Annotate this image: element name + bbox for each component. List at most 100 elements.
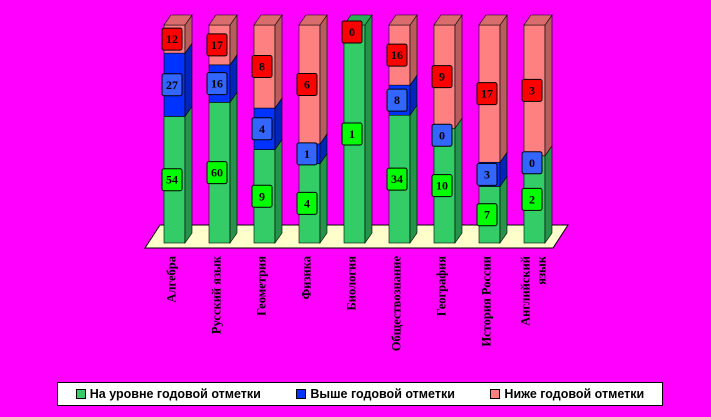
- data-label: 1: [341, 122, 363, 146]
- data-label-box: [431, 65, 453, 89]
- bar-segment-side: [274, 14, 283, 109]
- bar-top: [208, 14, 238, 26]
- data-label-box: [476, 162, 498, 186]
- data-label-text: 6: [304, 77, 310, 91]
- data-label: 8: [386, 88, 408, 112]
- bar-segment-side: [454, 117, 463, 244]
- data-label: 27: [161, 73, 183, 97]
- data-label-box: [296, 72, 318, 96]
- data-label-text: 0: [439, 128, 445, 142]
- data-label: 17: [476, 82, 498, 106]
- data-label: 7: [476, 203, 498, 227]
- legend-swatch-blue: [296, 389, 307, 399]
- data-label-text: 34: [391, 172, 403, 186]
- data-label-text: 27: [166, 78, 178, 92]
- data-label-box: [206, 33, 228, 57]
- bar-segment-side: [409, 14, 418, 87]
- bar-segment-side: [364, 14, 373, 244]
- data-label: 3: [521, 78, 543, 102]
- data-labels: 5427126016179484161003481610097317203: [161, 20, 543, 227]
- legend-item-below: Ниже годовой отметки: [490, 387, 644, 401]
- data-label-box: [431, 174, 453, 198]
- data-label-text: 17: [481, 87, 493, 101]
- data-label-box: [341, 122, 363, 146]
- data-label-text: 12: [166, 32, 178, 46]
- data-label-text: 54: [166, 173, 178, 187]
- data-label-box: [206, 72, 228, 96]
- bar-top: [433, 14, 463, 26]
- bar-top: [478, 14, 508, 26]
- bar-top: [388, 14, 418, 26]
- legend-label: Ниже годовой отметки: [504, 387, 645, 401]
- data-label-text: 16: [391, 48, 403, 62]
- data-label-text: 10: [436, 179, 448, 193]
- category-labels: Алгебра Русский язык Геометрия Физика Биолог…: [165, 255, 549, 351]
- data-label: 4: [251, 117, 273, 141]
- data-label-box: [161, 73, 183, 97]
- data-label-text: 2: [529, 192, 535, 206]
- category-label: Геометрия: [255, 256, 269, 316]
- data-label-box: [521, 151, 543, 175]
- data-label-box: [476, 203, 498, 227]
- data-label-text: 3: [484, 167, 490, 181]
- bars-layer: [163, 14, 553, 244]
- legend-label: На уровне годовой отметки: [89, 387, 261, 401]
- category-label: География: [435, 256, 449, 317]
- data-label: 2: [521, 187, 543, 211]
- bar-segment-side: [499, 14, 508, 164]
- legend-swatch-red: [490, 389, 501, 399]
- data-label: 9: [251, 184, 273, 208]
- category-label: Английский язык: [519, 255, 549, 326]
- data-label-box: [341, 20, 363, 44]
- data-label-text: 4: [304, 196, 310, 210]
- data-label-text: 7: [484, 208, 490, 222]
- bar-segment-side: [544, 14, 553, 157]
- data-label-box: [161, 27, 183, 51]
- data-label-box: [521, 187, 543, 211]
- legend-swatch-green: [75, 389, 86, 399]
- data-label-box: [206, 161, 228, 185]
- data-label: 16: [386, 43, 408, 67]
- bar-segment-side: [499, 175, 508, 244]
- data-label: 10: [431, 174, 453, 198]
- bar-segment-side: [409, 104, 418, 244]
- data-label: 1: [296, 142, 318, 166]
- data-label-text: 8: [259, 60, 265, 74]
- bar-segment-side: [454, 14, 463, 130]
- data-label-box: [386, 43, 408, 67]
- data-label-text: 4: [259, 122, 265, 136]
- legend-item-on-level: На уровне годовой отметки: [75, 387, 261, 401]
- bar-segment-side: [184, 42, 193, 118]
- legend-label: Выше годовой отметки: [310, 387, 455, 401]
- data-label-text: 16: [211, 77, 223, 91]
- data-label-box: [431, 123, 453, 147]
- legend-item-above: Выше годовой отметки: [296, 387, 455, 401]
- data-label: 0: [431, 123, 453, 147]
- category-label: Биология: [345, 256, 359, 311]
- bar-segment-side: [544, 144, 553, 244]
- data-label-text: 60: [211, 166, 223, 180]
- data-label: 54: [161, 168, 183, 192]
- bar-segment-side: [184, 105, 193, 244]
- data-label-text: 1: [304, 147, 310, 161]
- data-label-text: 3: [529, 83, 535, 97]
- data-label: 8: [251, 55, 273, 79]
- data-label: 34: [386, 167, 408, 191]
- data-label-text: 17: [211, 38, 223, 52]
- category-label: История России: [480, 256, 494, 347]
- data-label: 0: [341, 20, 363, 44]
- data-label-box: [521, 78, 543, 102]
- data-label: 0: [521, 151, 543, 175]
- data-label-text: 1: [349, 127, 355, 141]
- data-label: 12: [161, 27, 183, 51]
- bar-top: [163, 14, 193, 26]
- bar-segment-side: [274, 138, 283, 244]
- data-label: 17: [206, 33, 228, 57]
- bar-segment-side: [229, 91, 238, 244]
- data-label-box: [386, 88, 408, 112]
- data-label: 6: [296, 72, 318, 96]
- bar-segment-side: [319, 152, 328, 244]
- bar-segment-side: [319, 14, 328, 145]
